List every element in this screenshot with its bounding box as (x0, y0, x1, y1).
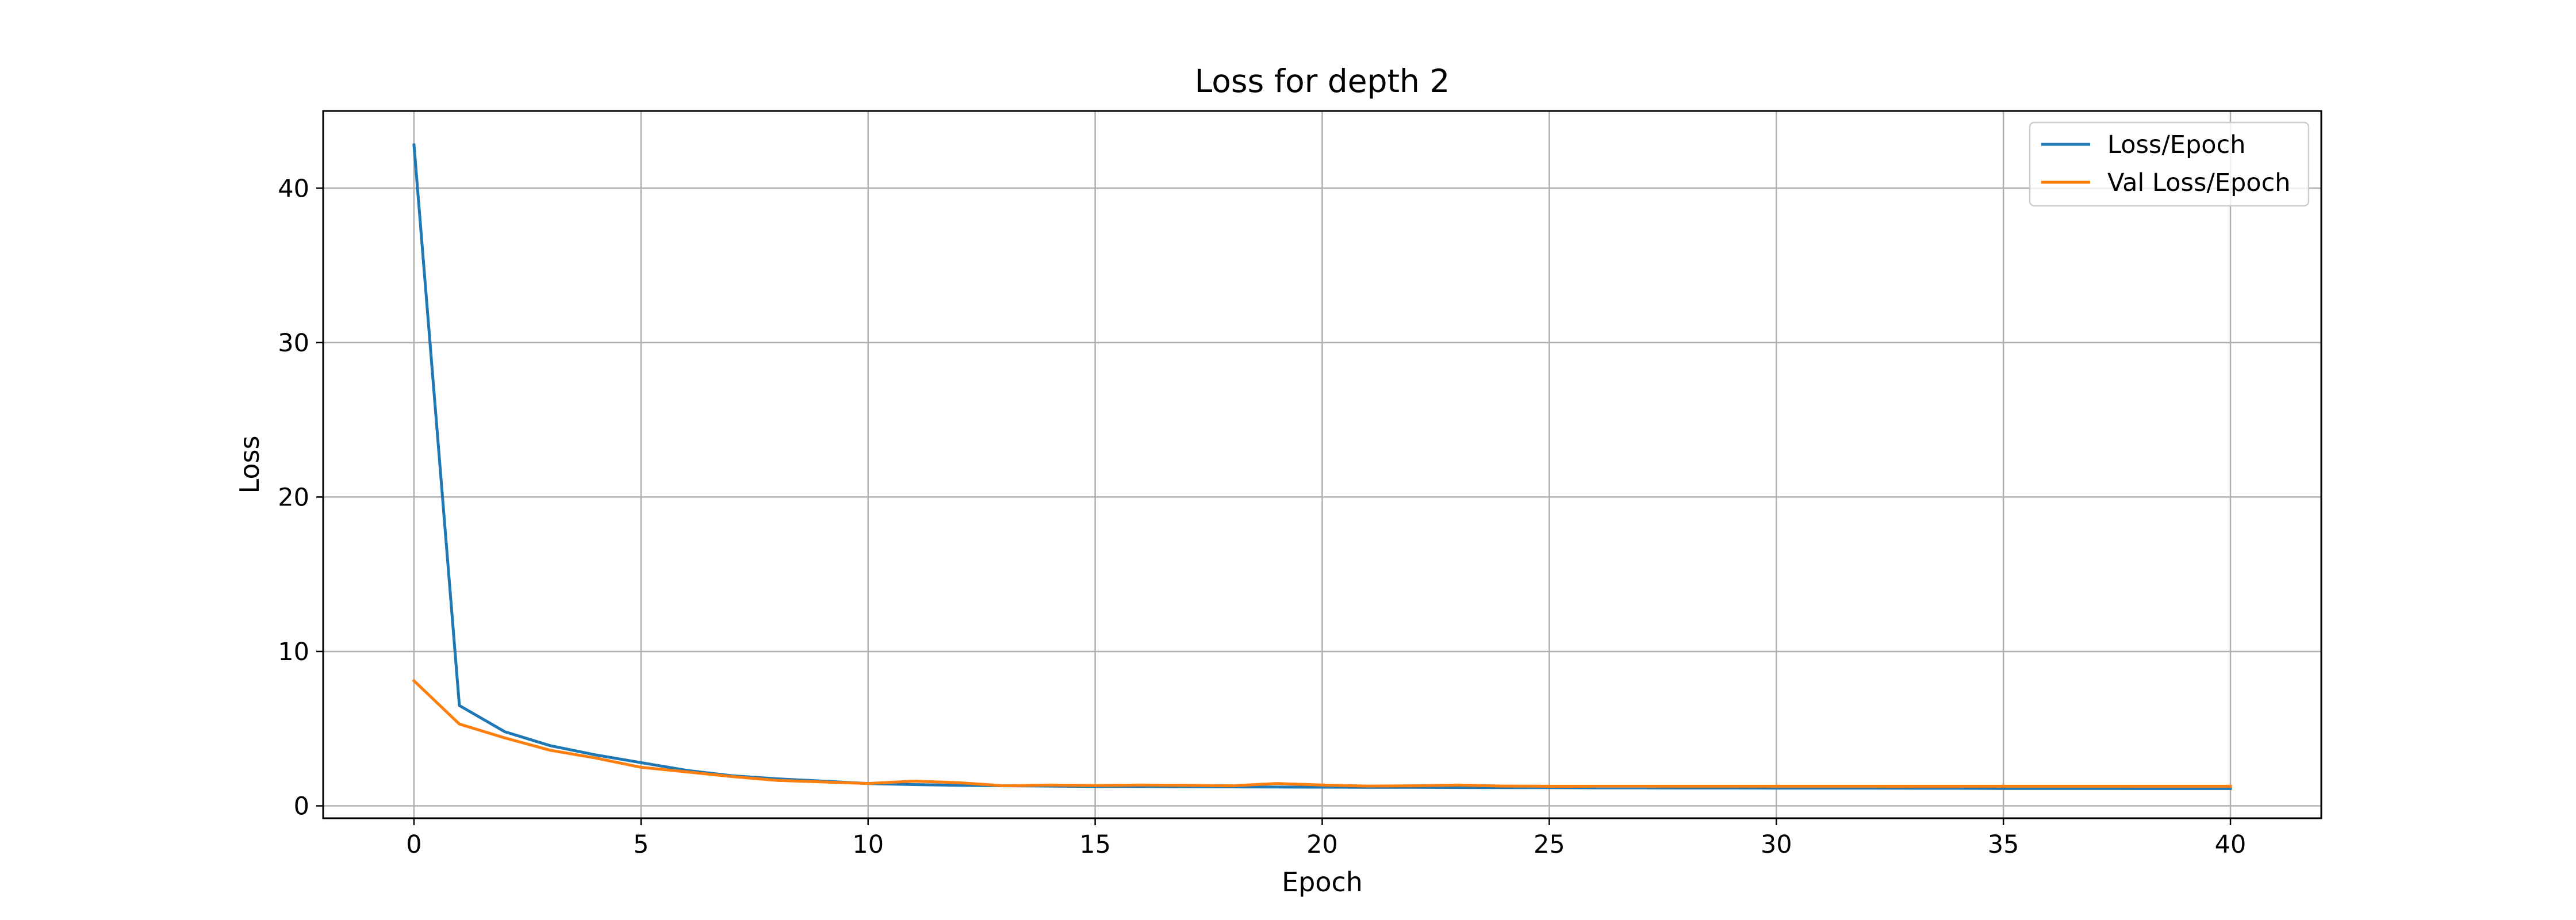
y-axis-label: Loss (234, 436, 265, 494)
grid-lines (323, 111, 2321, 818)
y-tick-label: 10 (278, 638, 309, 666)
x-tick-label: 30 (1761, 830, 1792, 859)
x-tick-label: 25 (1534, 830, 1565, 859)
y-tick-label: 0 (294, 792, 309, 821)
y-tick-label: 40 (278, 174, 309, 203)
x-tick-label: 35 (1988, 830, 2019, 859)
chart-title: Loss for depth 2 (1195, 63, 1450, 99)
series-lines (412, 143, 2232, 790)
legend-label-0: Loss/Epoch (2107, 131, 2245, 159)
x-tick-label: 15 (1079, 830, 1111, 859)
x-tick-label: 40 (2215, 830, 2247, 859)
y-tick-label: 30 (278, 329, 309, 358)
x-tick-label: 0 (406, 830, 421, 859)
y-tick-label: 20 (278, 483, 309, 512)
x-tick-label: 20 (1306, 830, 1338, 859)
x-tick-label: 5 (633, 830, 649, 859)
legend-label-1: Val Loss/Epoch (2107, 168, 2291, 197)
x-tick-label: 10 (852, 830, 884, 859)
series-line-1 (412, 678, 2232, 788)
x-axis-label: Epoch (1282, 867, 1363, 898)
axis-ticks: 0 5 10 15 20 25 30 35 40 0 10 20 30 40 (278, 174, 2246, 859)
legend: Loss/Epoch Val Loss/Epoch (2029, 121, 2310, 207)
legend-box (2029, 121, 2310, 207)
